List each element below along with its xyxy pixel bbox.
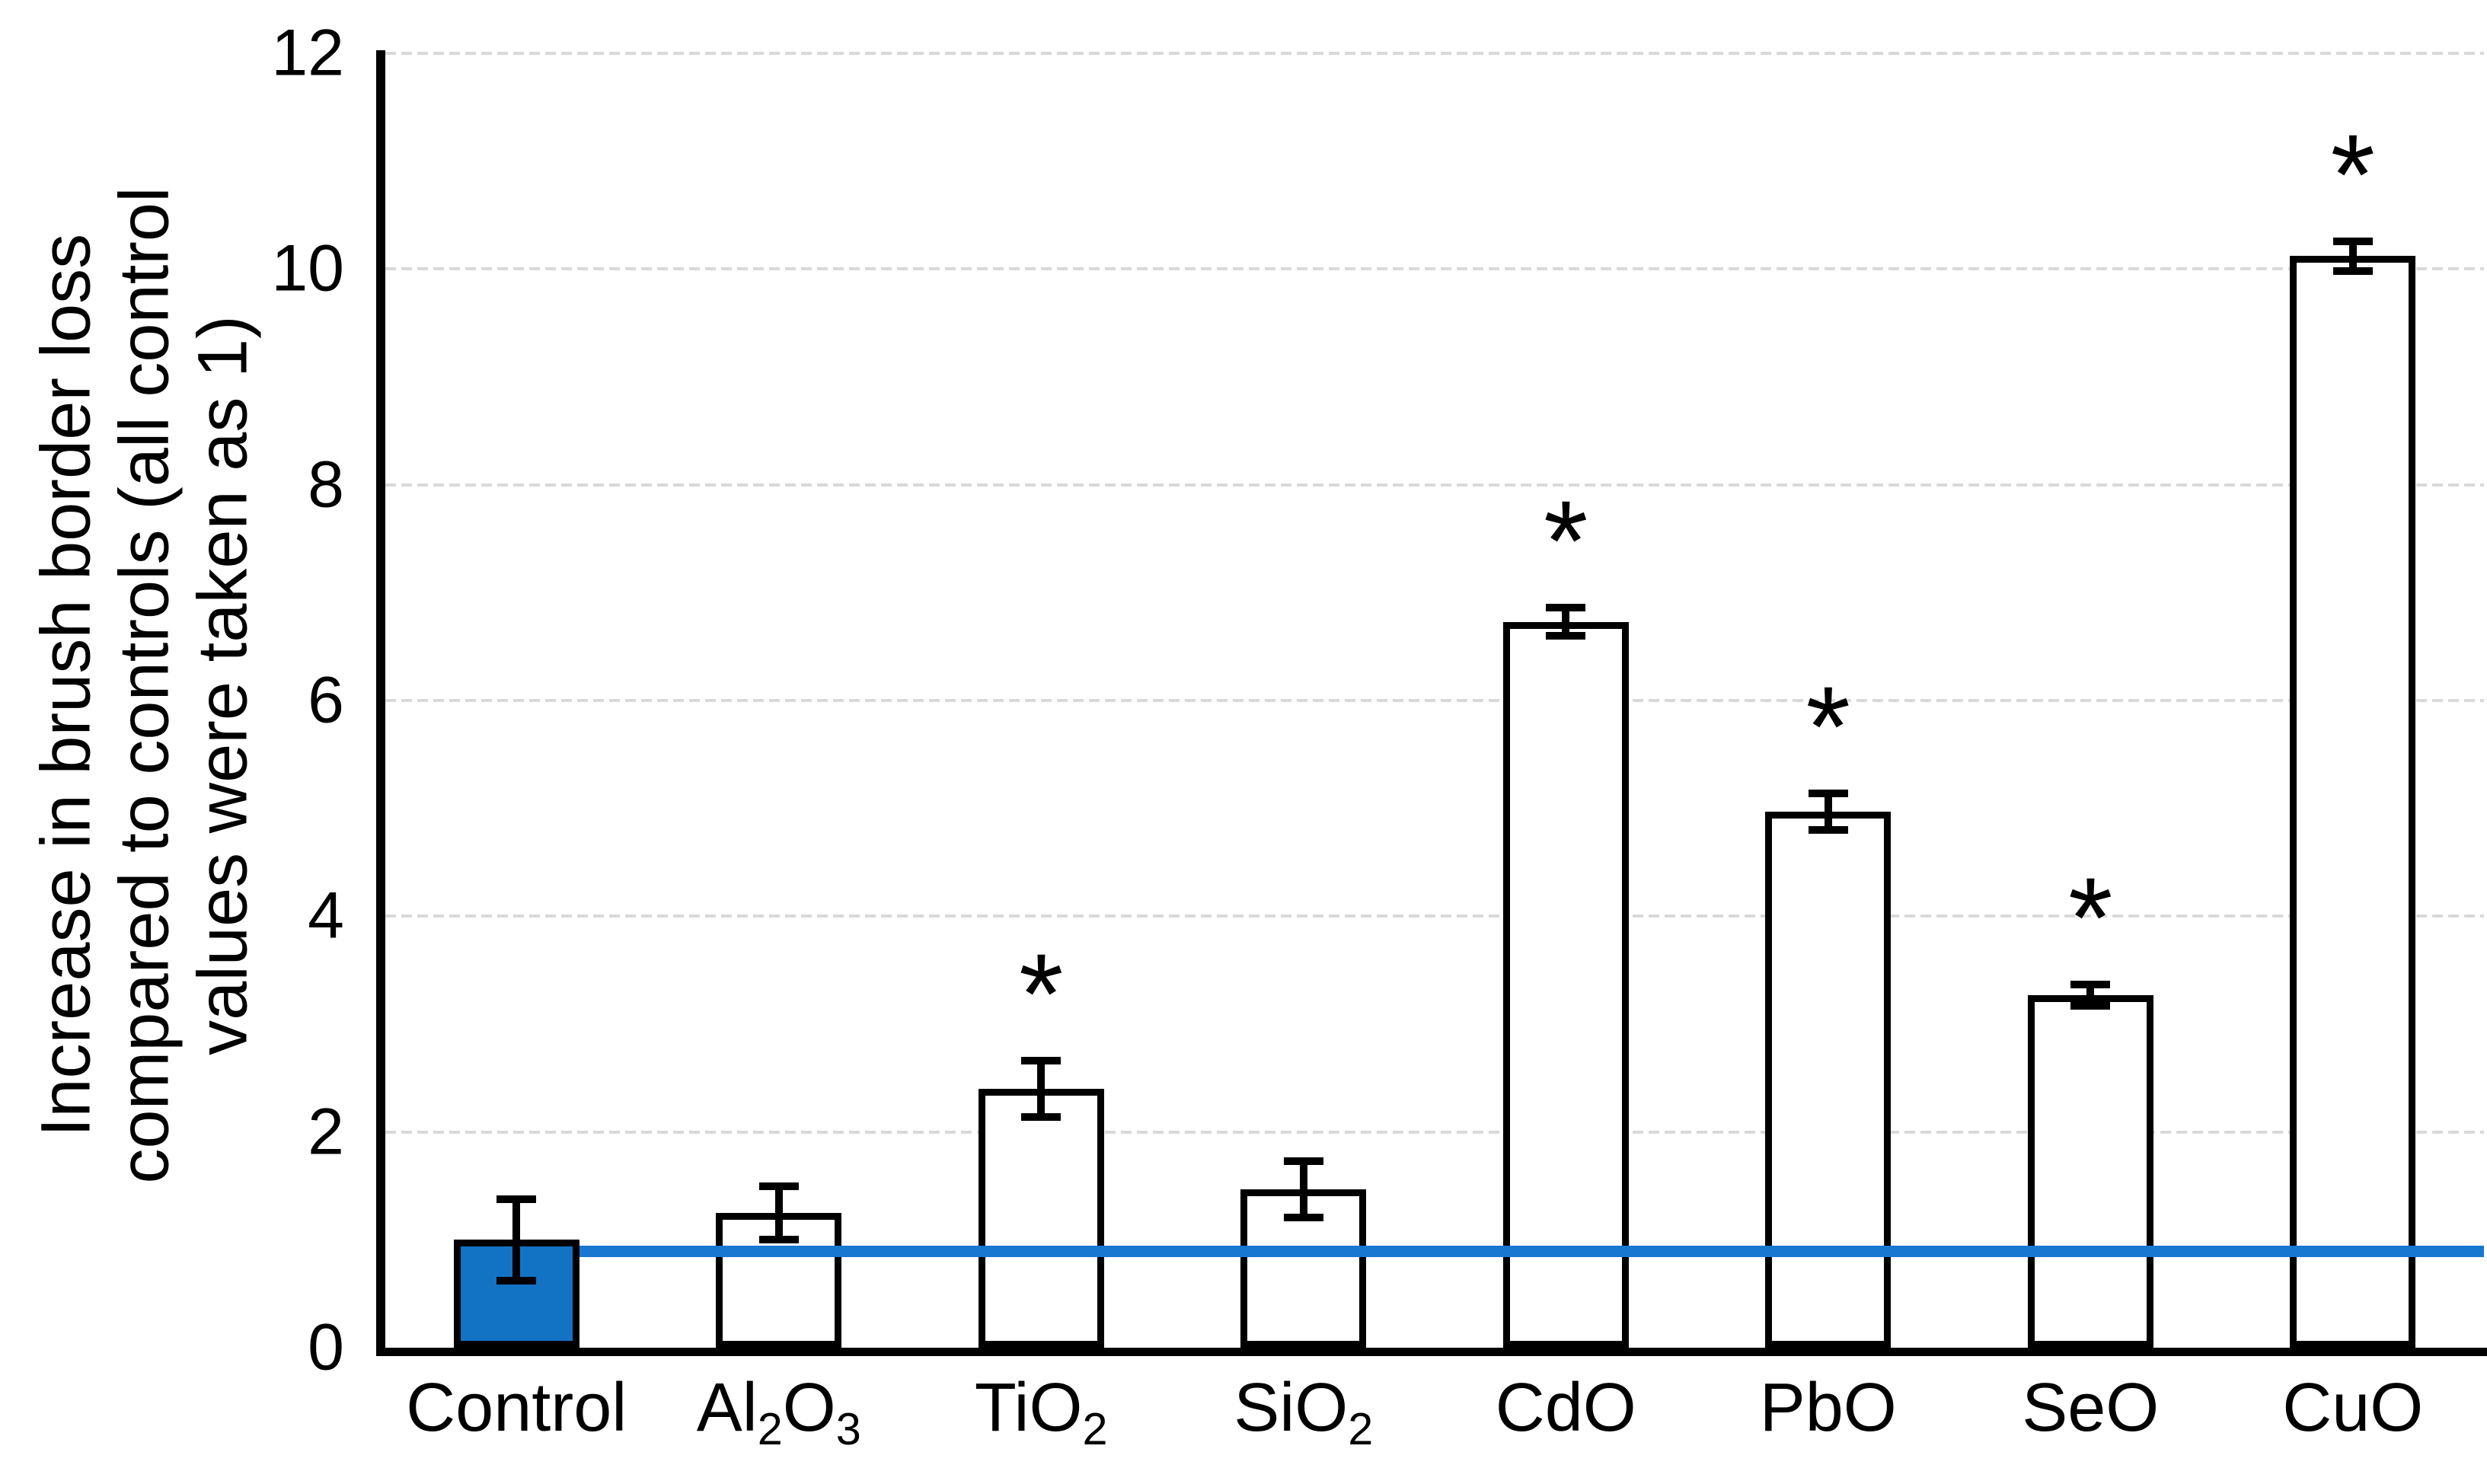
x-axis-label-subscript: 2 [757, 1403, 783, 1454]
error-bar-cap-cdo [1546, 631, 1586, 640]
error-bar-pbo [1808, 789, 1848, 834]
x-axis-label-subscript: 3 [835, 1403, 861, 1454]
error-bar-cap-seo [2070, 1001, 2111, 1010]
gridline-y12 [385, 52, 2484, 55]
bar-tio2 [978, 1089, 1104, 1348]
error-bar-cap-al2o3 [758, 1236, 799, 1244]
x-axis-label-text: Al [696, 1370, 758, 1446]
error-bar-cap-seo [2070, 980, 2111, 988]
error-bar-cap-al2o3 [758, 1182, 799, 1190]
gridline-y6 [385, 699, 2484, 702]
x-axis-label-seo: SeO [2022, 1369, 2159, 1447]
error-bar-seo [2070, 980, 2111, 1010]
y-tick-label-6: 6 [308, 663, 344, 737]
control-reference-line [579, 1245, 2484, 1257]
y-tick-label-4: 4 [308, 879, 344, 953]
error-bar-al2o3 [758, 1182, 799, 1244]
error-bar-cap-cuo [2332, 267, 2373, 276]
error-bar-cap-pbo [1808, 825, 1848, 834]
plot-area: * * * * * [376, 50, 2487, 1356]
error-bar-cap-cuo [2332, 237, 2373, 245]
bar-cuo [2290, 256, 2416, 1348]
bar-seo [2027, 995, 2153, 1348]
y-axis-title-line3: values were taken as 1) [184, 315, 262, 1055]
error-bar-line-sio2 [1299, 1157, 1307, 1221]
x-axis-label-tio2: TiO2 [975, 1369, 1108, 1455]
y-tick-label-0: 0 [308, 1310, 344, 1384]
error-bar-sio2 [1283, 1157, 1323, 1221]
error-bar-line-seo [2086, 980, 2095, 1010]
significance-asterisk-tio2: * [1019, 930, 1064, 1058]
error-bar-cap-sio2 [1283, 1157, 1323, 1165]
error-bar-cap-sio2 [1283, 1213, 1323, 1221]
error-bar-cap-tio2 [1021, 1112, 1062, 1121]
error-bar-cdo [1546, 604, 1586, 640]
error-bar-line-tio2 [1037, 1057, 1046, 1121]
x-axis-label-text: CuO [2282, 1370, 2424, 1446]
x-axis-label-text: PbO [1759, 1370, 1897, 1446]
error-bar-line-cdo [1562, 604, 1570, 640]
significance-asterisk-seo: * [2068, 853, 2113, 981]
y-tick-label-12: 12 [271, 16, 344, 90]
error-bar-line-cuo [2348, 237, 2357, 276]
y-tick-label-8: 8 [308, 448, 344, 522]
x-axis-label-text: SeO [2022, 1370, 2160, 1446]
error-bar-cap-tio2 [1021, 1057, 1062, 1065]
x-axis-line [376, 1348, 2487, 1356]
bar-cdo [1502, 622, 1629, 1348]
error-bar-cap-pbo [1808, 789, 1848, 797]
error-bar-cap-cdo [1546, 604, 1586, 612]
x-axis-label-subscript: 2 [1082, 1403, 1108, 1454]
x-axis-label-text: CdO [1495, 1370, 1636, 1446]
gridline-y4 [385, 914, 2484, 918]
y-tick-label-10: 10 [271, 231, 344, 305]
significance-asterisk-pbo: * [1805, 662, 1850, 790]
y-tick-label-2: 2 [308, 1095, 344, 1169]
error-bar-line-pbo [1824, 789, 1832, 834]
gridline-y8 [385, 483, 2484, 487]
x-axis-label-text: Control [406, 1370, 627, 1446]
y-axis-title: Increase in brush border loss compared t… [27, 187, 262, 1183]
y-axis-line [376, 50, 385, 1352]
x-axis-label-text: SiO [1234, 1370, 1349, 1446]
error-bar-line-control [512, 1195, 521, 1285]
x-axis-label-cdo: CdO [1496, 1369, 1636, 1447]
significance-asterisk-cuo: * [2330, 110, 2375, 238]
gridline-y10 [385, 267, 2484, 271]
x-axis-label-pbo: PbO [1760, 1369, 1897, 1447]
error-bar-cuo [2332, 237, 2373, 276]
y-axis-title-line1: Increase in brush border loss [27, 233, 105, 1138]
significance-asterisk-cdo: * [1544, 477, 1588, 605]
x-axis-label-al2o3: Al2O3 [697, 1369, 861, 1455]
error-bar-line-al2o3 [774, 1182, 783, 1244]
x-axis-label-text: TiO [974, 1370, 1083, 1446]
bar-pbo [1765, 812, 1892, 1348]
error-bar-control [496, 1195, 537, 1285]
x-axis-label-sio2: SiO2 [1234, 1369, 1373, 1455]
x-axis-label-cuo: CuO [2282, 1369, 2423, 1447]
x-axis-label-control: Control [406, 1369, 627, 1447]
error-bar-tio2 [1021, 1057, 1062, 1121]
error-bar-cap-control [496, 1277, 537, 1285]
y-axis-title-line2: compared to controls (all control [105, 187, 184, 1184]
error-bar-cap-control [496, 1195, 537, 1203]
x-axis-label-subscript: 2 [1348, 1403, 1374, 1454]
gridline-y2 [385, 1130, 2484, 1134]
x-axis-label-text: O [782, 1370, 836, 1446]
